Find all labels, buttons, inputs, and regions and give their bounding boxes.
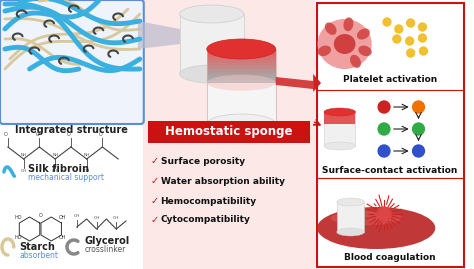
Ellipse shape: [324, 142, 356, 150]
Bar: [207, 77, 276, 80]
Bar: [143, 0, 315, 269]
Circle shape: [406, 37, 414, 45]
Circle shape: [412, 123, 424, 135]
Text: Integrated structure: Integrated structure: [16, 125, 128, 135]
Ellipse shape: [337, 198, 365, 206]
Text: OH: OH: [52, 169, 58, 173]
FancyBboxPatch shape: [0, 0, 144, 124]
Ellipse shape: [180, 5, 244, 23]
Bar: [207, 60, 276, 63]
Bar: [207, 49, 276, 124]
Circle shape: [378, 145, 390, 157]
Text: Water absorption ability: Water absorption ability: [161, 176, 284, 186]
Ellipse shape: [324, 108, 356, 116]
Bar: [207, 48, 276, 52]
Bar: [207, 51, 276, 55]
Circle shape: [377, 207, 391, 221]
Circle shape: [383, 18, 391, 26]
Text: OH: OH: [58, 235, 66, 240]
Text: OH: OH: [73, 214, 80, 218]
Bar: [207, 68, 276, 72]
Text: Silk fibroin: Silk fibroin: [27, 164, 89, 174]
Text: Hemostatic sponge: Hemostatic sponge: [165, 126, 293, 139]
Text: Blood coagulation: Blood coagulation: [344, 253, 436, 262]
Text: HO: HO: [15, 235, 22, 240]
Text: OH: OH: [83, 169, 90, 173]
Ellipse shape: [344, 17, 354, 31]
Polygon shape: [313, 74, 321, 92]
Text: OH: OH: [93, 216, 100, 220]
Text: O: O: [99, 132, 102, 137]
Text: absorbent: absorbent: [20, 250, 59, 260]
Text: O: O: [4, 132, 8, 137]
Circle shape: [393, 35, 401, 43]
Text: Cytocompatibility: Cytocompatibility: [161, 215, 250, 225]
Text: O: O: [67, 132, 71, 137]
Ellipse shape: [358, 45, 372, 56]
Text: OH: OH: [20, 169, 27, 173]
Bar: [207, 74, 276, 77]
Ellipse shape: [318, 45, 331, 56]
Text: Surface porosity: Surface porosity: [161, 157, 245, 165]
Circle shape: [419, 34, 427, 42]
Text: mechanical support: mechanical support: [27, 172, 104, 182]
Text: O: O: [38, 213, 42, 218]
Ellipse shape: [207, 114, 276, 134]
Text: Hemocompatibility: Hemocompatibility: [161, 196, 256, 206]
Circle shape: [395, 25, 403, 33]
Bar: [207, 71, 276, 74]
Text: ✓: ✓: [151, 215, 159, 225]
Text: NH: NH: [83, 153, 90, 157]
Text: OH: OH: [58, 215, 66, 220]
Text: Platelet activation: Platelet activation: [343, 75, 437, 84]
Text: HO: HO: [15, 215, 22, 220]
Circle shape: [412, 145, 424, 157]
Text: NH: NH: [52, 153, 58, 157]
Ellipse shape: [331, 211, 402, 225]
Ellipse shape: [325, 22, 337, 35]
Ellipse shape: [357, 29, 370, 40]
Polygon shape: [276, 77, 313, 89]
Bar: [337, 202, 365, 232]
Circle shape: [419, 23, 427, 31]
Ellipse shape: [337, 228, 365, 236]
Bar: [180, 14, 244, 74]
Ellipse shape: [180, 65, 244, 83]
Circle shape: [407, 49, 415, 57]
Ellipse shape: [318, 19, 372, 69]
Text: crosslinker: crosslinker: [85, 246, 126, 254]
Ellipse shape: [350, 55, 361, 68]
Text: Glycerol: Glycerol: [85, 236, 130, 246]
Bar: [207, 57, 276, 60]
Bar: [207, 63, 276, 66]
Circle shape: [378, 101, 390, 113]
Bar: [324, 111, 356, 146]
Ellipse shape: [207, 39, 276, 59]
Circle shape: [378, 123, 390, 135]
Bar: [207, 83, 276, 124]
Ellipse shape: [317, 207, 435, 249]
Text: OH: OH: [113, 216, 119, 220]
Text: Surface-contact activation: Surface-contact activation: [322, 166, 457, 175]
Text: ✓: ✓: [151, 176, 159, 186]
Ellipse shape: [334, 34, 356, 54]
Bar: [324, 112, 356, 124]
Text: ✓: ✓: [151, 196, 159, 206]
Bar: [317, 3, 464, 267]
Circle shape: [412, 101, 424, 113]
Bar: [207, 54, 276, 58]
Circle shape: [407, 19, 415, 27]
Text: Starch: Starch: [20, 242, 55, 252]
Polygon shape: [138, 21, 180, 49]
Circle shape: [419, 47, 428, 55]
Bar: [207, 65, 276, 69]
Text: NH: NH: [21, 153, 27, 157]
Bar: [148, 121, 310, 143]
Ellipse shape: [207, 75, 276, 91]
Text: O: O: [36, 132, 39, 137]
Bar: [207, 79, 276, 83]
Text: ✓: ✓: [151, 156, 159, 166]
